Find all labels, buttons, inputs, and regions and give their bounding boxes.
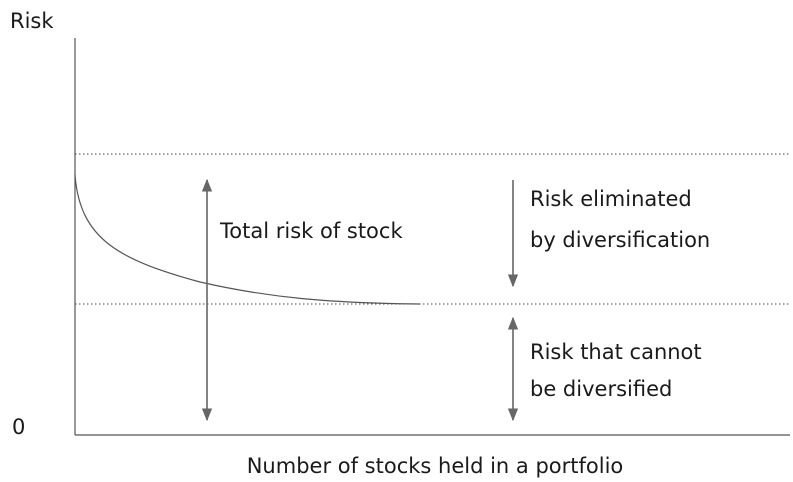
risk-curve <box>74 174 421 305</box>
x-axis-label: Number of stocks held in a portfolio <box>247 454 624 478</box>
annotation: Total risk of stock <box>219 219 403 243</box>
annotation: Risk that cannot <box>530 340 702 364</box>
origin-label: 0 <box>12 415 25 439</box>
annotation: Risk eliminated <box>530 187 692 211</box>
annotation: be diversified <box>530 377 672 401</box>
annotation: by diversification <box>530 228 710 252</box>
y-axis-label: Risk <box>10 9 54 33</box>
